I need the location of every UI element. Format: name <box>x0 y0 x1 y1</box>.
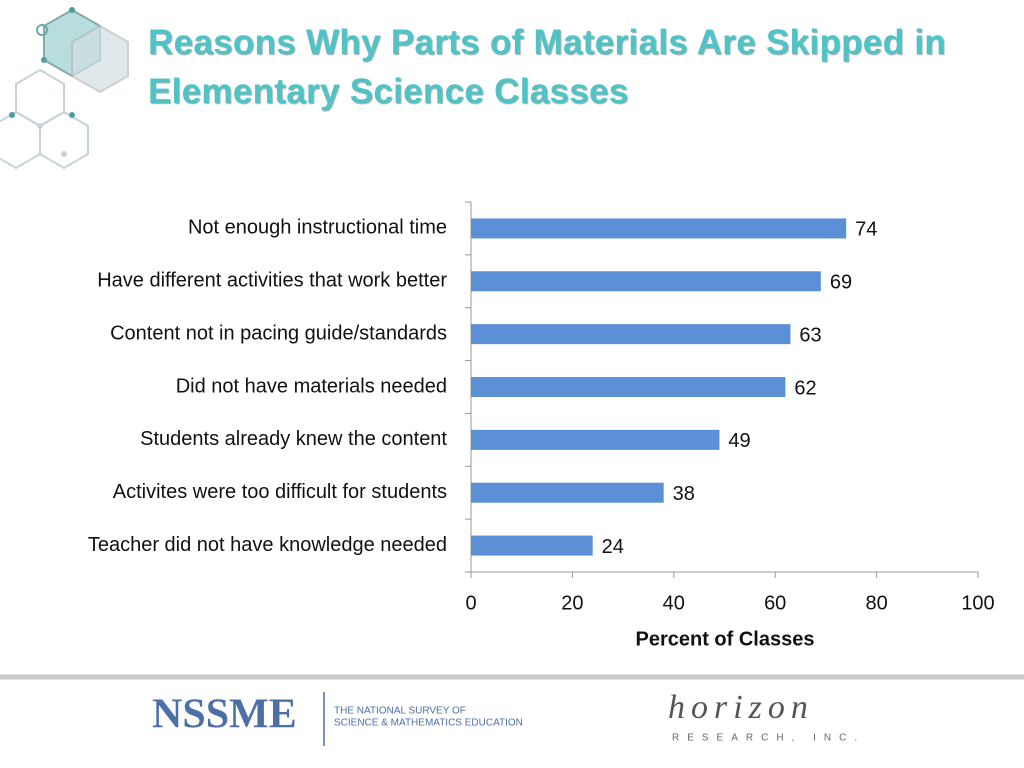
value-label: 63 <box>799 324 821 346</box>
partner-logo: horizon <box>668 689 814 726</box>
y-tick-label: Content not in pacing guide/standards <box>110 322 447 344</box>
x-axis-label: Percent of Classes <box>636 628 815 650</box>
value-label: 62 <box>794 377 816 399</box>
value-label: 69 <box>830 272 852 294</box>
x-tick-label: 80 <box>865 592 887 614</box>
footer-tagline: THE NATIONAL SURVEY OF <box>334 706 466 717</box>
y-tick-label: Activites were too difficult for student… <box>113 481 447 503</box>
bar <box>471 271 821 292</box>
hexagon-decoration <box>0 7 129 170</box>
bar <box>471 535 593 556</box>
y-tick-label: Not enough instructional time <box>188 217 447 239</box>
x-tick-label: 100 <box>961 592 994 614</box>
y-tick-label: Have different activities that work bett… <box>97 270 447 292</box>
footer-tagline: SCIENCE & MATHEMATICS EDUCATION <box>334 718 523 729</box>
bar <box>471 429 720 450</box>
y-tick-label: Students already knew the content <box>140 428 447 450</box>
value-label: 24 <box>602 536 624 558</box>
x-tick-label: 40 <box>663 592 685 614</box>
partner-subtitle: RESEARCH, INC. <box>672 733 865 744</box>
value-label: 38 <box>673 483 695 505</box>
bar <box>471 218 847 239</box>
y-tick-label: Teacher did not have knowledge needed <box>88 534 447 556</box>
value-label: 49 <box>728 430 750 452</box>
bar <box>471 377 786 397</box>
x-tick-label: 20 <box>561 592 583 614</box>
footer-logo: NSSME <box>152 692 297 738</box>
bar <box>471 482 664 503</box>
x-tick-label: 0 <box>465 592 476 614</box>
value-label: 74 <box>855 219 877 241</box>
x-tick-label: 60 <box>764 592 786 614</box>
bar <box>471 324 791 345</box>
chart-title: Reasons Why Parts of Materials Are Skipp… <box>148 23 946 111</box>
y-tick-label: Did not have materials needed <box>176 375 447 397</box>
